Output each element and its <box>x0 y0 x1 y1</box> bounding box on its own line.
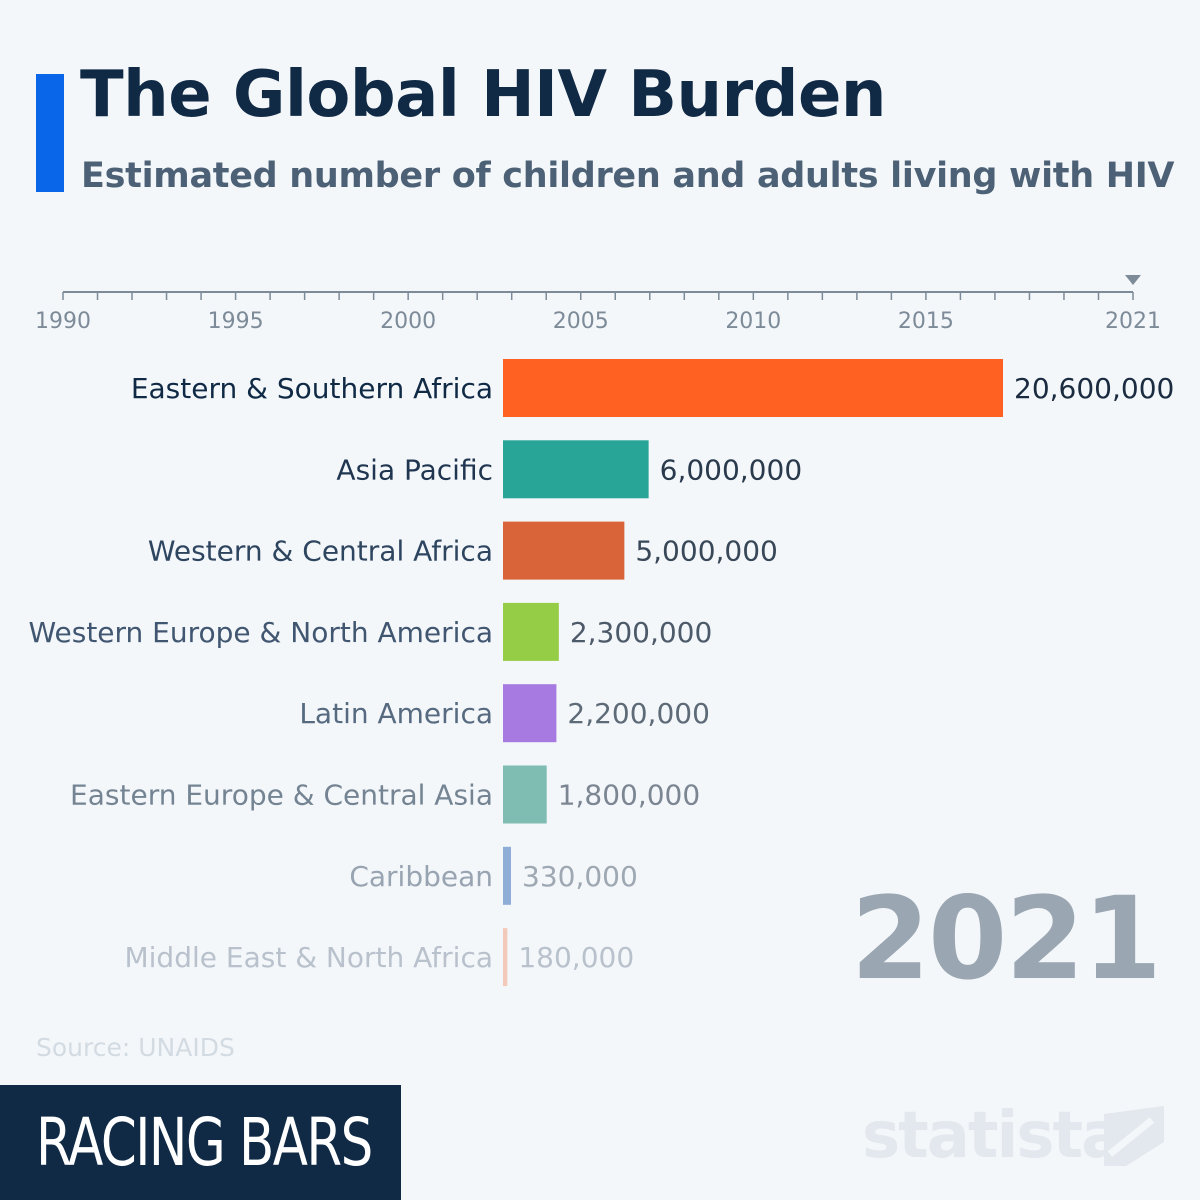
bar-category-label: Middle East & North Africa <box>124 941 493 974</box>
bar-chart: Eastern & Southern Africa 20,600,000 Asia … <box>28 359 1174 987</box>
bar-category-label: Eastern Europe & Central Asia <box>70 779 493 812</box>
statista-logo: statista <box>862 1100 1172 1172</box>
bar-category-label: Latin America <box>299 697 493 730</box>
timeline-label: 2005 <box>553 309 609 334</box>
timeline-label: 2015 <box>898 309 954 334</box>
bar <box>503 684 557 743</box>
year-timeline[interactable]: 1990 1995 2000 2005 2010 2015 2021 <box>0 260 1200 340</box>
timeline-marker-icon[interactable] <box>1125 275 1141 285</box>
statista-logo-icon <box>1104 1106 1164 1166</box>
bar-category-label: Caribbean <box>349 860 493 893</box>
racing-bars-badge: RACING BARS <box>0 1085 401 1200</box>
bar-value-label: 2,200,000 <box>567 697 710 730</box>
timeline-label: 2010 <box>725 309 781 334</box>
title-accent-bar <box>36 74 64 192</box>
bar-value-label: 2,300,000 <box>570 616 713 649</box>
bar-category-label: Western & Central Africa <box>148 535 493 568</box>
bar <box>503 521 625 580</box>
bar <box>503 928 508 987</box>
racing-bars-label: RACING BARS <box>36 1104 373 1181</box>
timeline-label: 1995 <box>208 309 264 334</box>
timeline-label: 1990 <box>35 309 91 334</box>
bar <box>503 765 547 824</box>
source-note: Source: UNAIDS <box>36 1033 235 1062</box>
bar-value-label: 180,000 <box>518 941 634 974</box>
bar-value-label: 5,000,000 <box>635 535 778 568</box>
bar-value-label: 6,000,000 <box>660 453 803 486</box>
statista-logo-text: statista <box>862 1099 1124 1173</box>
bar-category-label: Eastern & Southern Africa <box>131 372 493 405</box>
bar <box>503 602 559 661</box>
bar-value-label: 20,600,000 <box>1014 372 1174 405</box>
chart-subtitle: Estimated number of children and adults … <box>81 156 1175 196</box>
bar <box>503 440 649 499</box>
current-year-label: 2021 <box>850 872 1162 1005</box>
bar-category-label: Western Europe & North America <box>28 616 493 649</box>
bar-value-label: 330,000 <box>522 860 638 893</box>
bar-category-label: Asia Pacific <box>336 453 493 486</box>
chart-title: The Global HIV Burden <box>80 58 886 132</box>
bar <box>503 359 1003 417</box>
timeline-label: 2021 <box>1105 309 1161 334</box>
timeline-label: 2000 <box>380 309 436 334</box>
bar-value-label: 1,800,000 <box>558 779 701 812</box>
bar <box>503 846 512 905</box>
